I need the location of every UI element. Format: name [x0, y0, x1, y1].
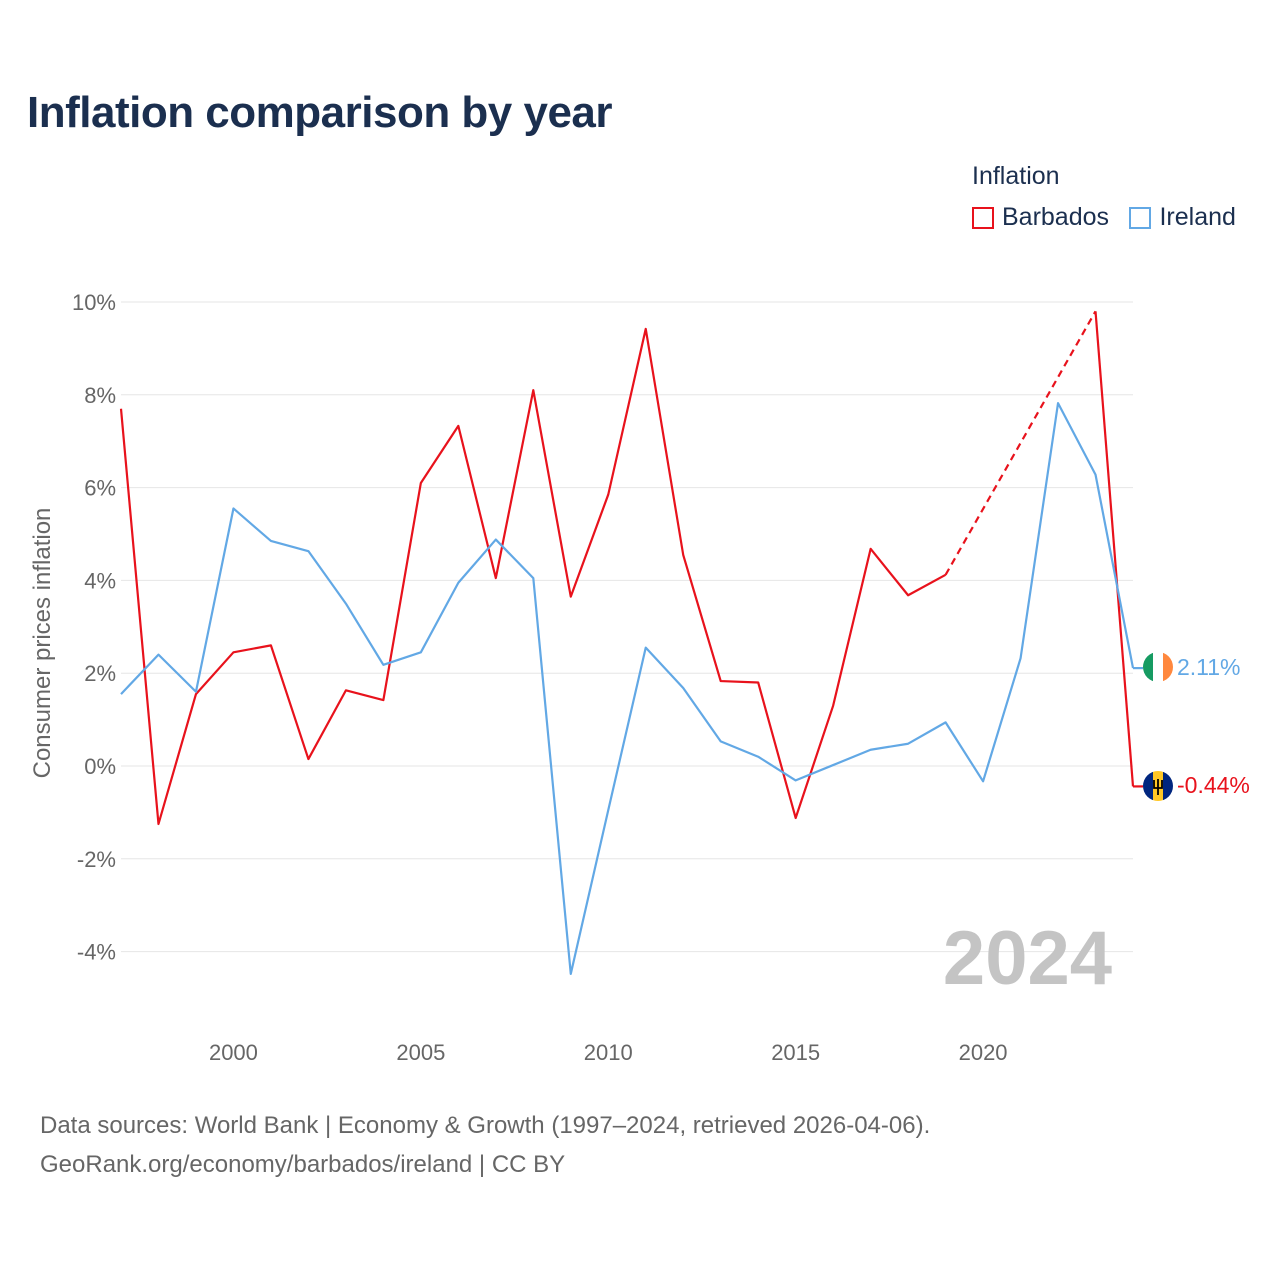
- legend-swatch-ireland: [1129, 206, 1152, 229]
- x-axis-ticks: 2000 2005 2010 2015 2020: [209, 1040, 1008, 1065]
- y-axis-label: Consumer prices inflation: [29, 508, 56, 779]
- series-lines: [119, 310, 1143, 975]
- y-tick-label: 10%: [72, 290, 116, 315]
- y-tick-label: 6%: [84, 476, 116, 501]
- end-markers: 2.11% -0.44%: [1143, 652, 1250, 801]
- barbados-flag-icon: [1143, 771, 1173, 801]
- y-tick-label: -4%: [77, 940, 116, 965]
- legend-label-ireland: Ireland: [1159, 203, 1236, 231]
- x-tick-label: 2005: [396, 1040, 445, 1065]
- year-watermark: 2024: [943, 916, 1112, 1001]
- legend-item-ireland[interactable]: Ireland: [1129, 203, 1236, 232]
- barbados-end-label: -0.44%: [1177, 772, 1250, 798]
- barbados-gap-line: [944, 310, 1097, 576]
- y-tick-label: 4%: [84, 568, 116, 593]
- ireland-line: [120, 402, 1135, 975]
- line-chart: 10% 8% 6% 4% 2% 0% -2% -4% 2000 2005 2010 2015 2020…: [29, 290, 1250, 1065]
- barbados-line: [119, 327, 947, 826]
- gridlines: [121, 301, 1133, 953]
- legend-swatch-barbados: [972, 206, 994, 229]
- source-note: Data sources: World Bank | Economy & Gro…: [40, 1106, 930, 1184]
- y-tick-label: -2%: [77, 847, 116, 872]
- chart-title: Inflation comparison by year: [27, 88, 613, 137]
- x-tick-label: 2010: [584, 1040, 633, 1065]
- legend-label-barbados: Barbados: [1002, 203, 1110, 231]
- ireland-end-label: 2.11%: [1177, 654, 1241, 680]
- x-tick-label: 2015: [771, 1040, 820, 1065]
- legend-title: Inflation: [972, 162, 1060, 190]
- y-axis-ticks: 10% 8% 6% 4% 2% 0% -2% -4%: [72, 290, 116, 965]
- ireland-flag-icon: [1143, 652, 1173, 682]
- y-tick-label: 0%: [84, 754, 116, 779]
- source-line-2[interactable]: GeoRank.org/economy/barbados/ireland | C…: [40, 1151, 566, 1178]
- x-tick-label: 2020: [959, 1040, 1008, 1065]
- barbados-line-tail: [1094, 311, 1135, 787]
- x-tick-label: 2000: [209, 1040, 258, 1065]
- y-tick-label: 8%: [84, 383, 116, 408]
- source-line-1: Data sources: World Bank | Economy & Gro…: [40, 1112, 931, 1139]
- legend: Inflation Barbados Ireland: [972, 162, 1236, 234]
- y-tick-label: 2%: [84, 661, 116, 686]
- legend-item-barbados[interactable]: Barbados: [972, 203, 1109, 232]
